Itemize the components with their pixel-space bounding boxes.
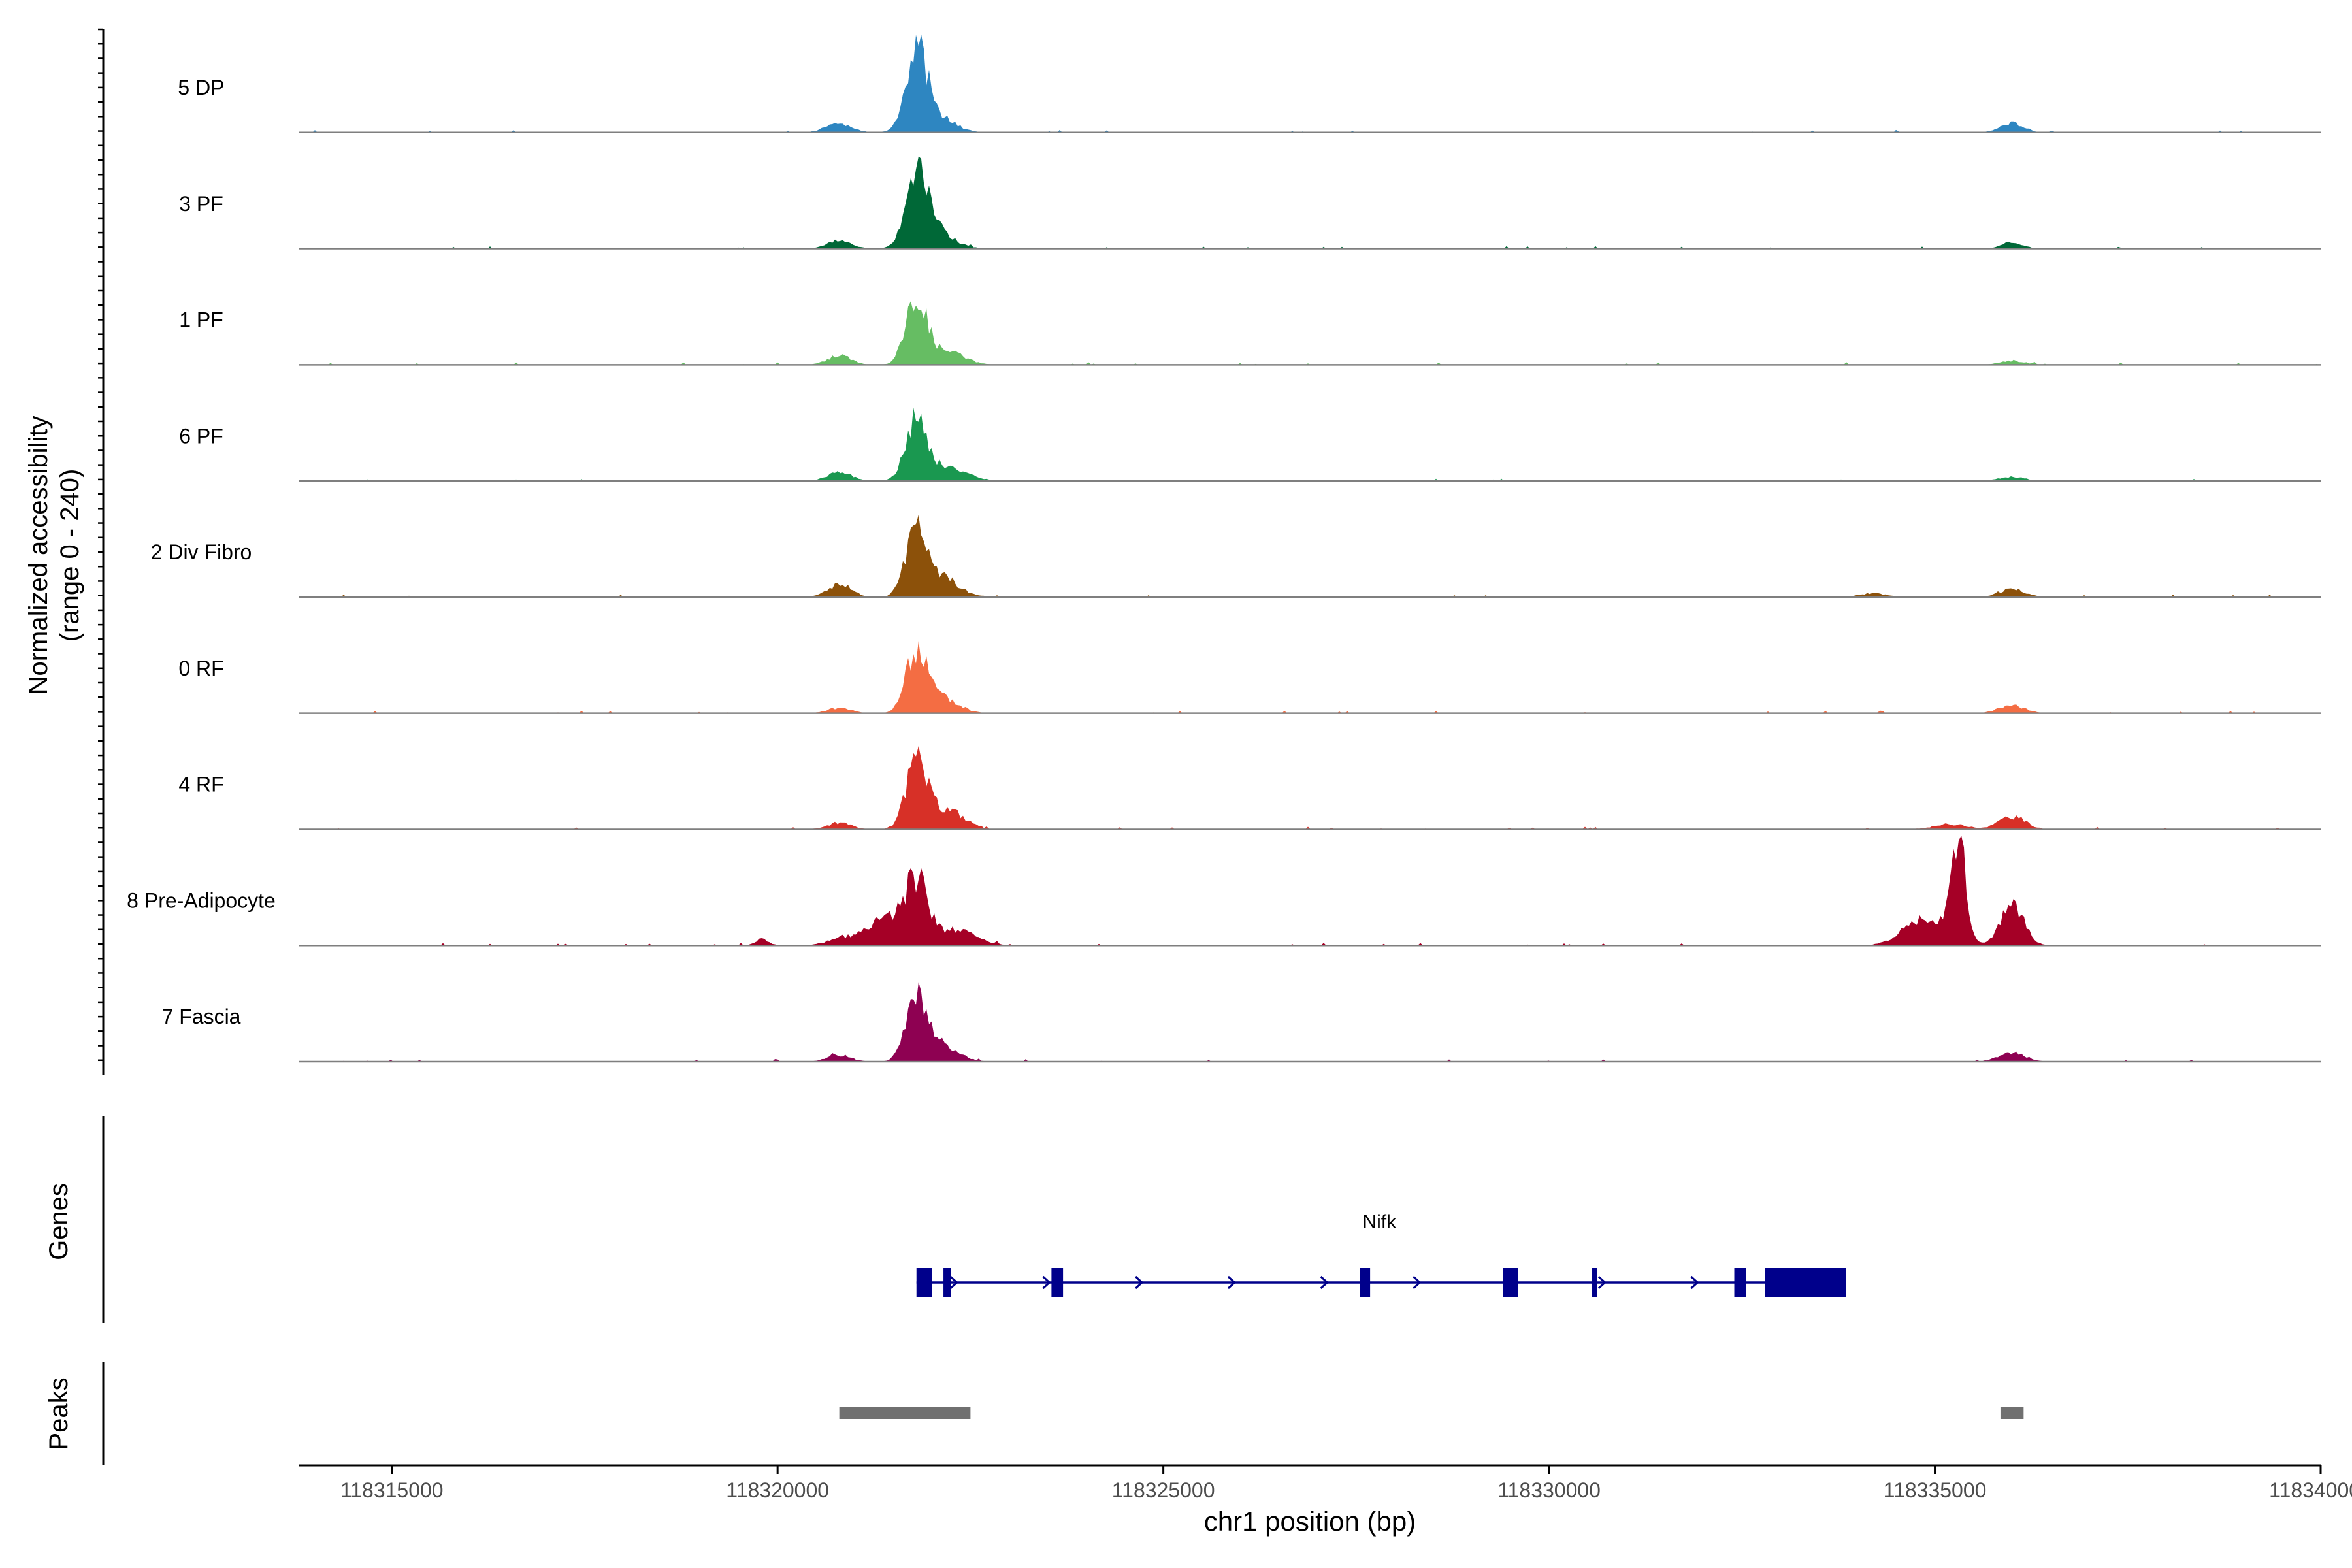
coverage-track: 4 RF <box>178 745 2321 830</box>
y-axis-title-line1: Normalized accessibility <box>24 416 53 695</box>
x-axis-title: chr1 position (bp) <box>1204 1506 1416 1537</box>
genes-panel-label: Genes <box>44 1183 73 1260</box>
strand-arrow <box>1690 1275 1699 1290</box>
gene-exon <box>916 1268 932 1297</box>
gene-model-nifk <box>916 1268 1846 1297</box>
strand-arrow <box>1413 1275 1422 1290</box>
peak-region <box>839 1407 971 1419</box>
track-label: 8 Pre-Adipocyte <box>127 889 276 912</box>
strand-arrow <box>949 1275 959 1290</box>
gene-exon <box>1503 1268 1518 1297</box>
gene-exon <box>1360 1268 1371 1297</box>
coverage-tracks: 5 DP 3 PF 1 PF 6 PF 2 Div Fibro 0 RF 4 RF 8 Pre… <box>127 34 2321 1063</box>
y-axis <box>98 28 105 1075</box>
y-axis-title: Normalized accessibility (range 0 - 240) <box>24 416 84 695</box>
strand-arrow <box>1135 1275 1144 1290</box>
coverage-track: 8 Pre-Adipocyte <box>127 835 2321 947</box>
coverage-area <box>299 407 2321 482</box>
track-label: 2 Div Fibro <box>151 540 252 564</box>
track-label: 3 PF <box>179 192 223 216</box>
coverage-area <box>299 301 2321 365</box>
coverage-track: 5 DP <box>178 34 2321 134</box>
strand-arrow <box>1227 1275 1237 1290</box>
track-label: 7 Fascia <box>162 1005 241 1028</box>
coverage-area <box>299 745 2321 830</box>
coverage-area <box>299 156 2321 249</box>
coverage-track: 7 Fascia <box>162 981 2321 1063</box>
genes-panel: Genes Nifk <box>44 1116 1846 1323</box>
strand-arrow <box>1320 1275 1329 1290</box>
gene-exon <box>1051 1268 1064 1297</box>
track-label: 6 PF <box>179 424 223 448</box>
coverage-area <box>299 835 2321 946</box>
x-tick-label: 118320000 <box>726 1478 829 1502</box>
coverage-track: 1 PF <box>179 301 2321 366</box>
strand-arrow <box>1042 1275 1051 1290</box>
x-tick-label: 118325000 <box>1112 1478 1215 1502</box>
track-label: 4 RF <box>178 773 223 796</box>
x-tick-label: 118315000 <box>340 1478 444 1502</box>
coverage-track: 6 PF <box>179 407 2321 482</box>
coverage-area <box>299 640 2321 713</box>
coverage-track: 3 PF <box>179 156 2321 250</box>
strand-arrow <box>1597 1275 1607 1290</box>
coverage-area <box>299 515 2321 597</box>
gene-exon <box>943 1268 951 1297</box>
coverage-track: 0 RF <box>178 640 2321 714</box>
peaks-panel-label: Peaks <box>44 1377 73 1450</box>
x-tick-label: 118340000 <box>2269 1478 2352 1502</box>
gene-name-label: Nifk <box>1362 1211 1397 1233</box>
peak-regions <box>839 1407 2024 1419</box>
x-tick-label: 118330000 <box>1497 1478 1601 1502</box>
x-axis: chr1 position (bp) 118315000 118320000 118… <box>299 1464 2352 1537</box>
peak-region <box>2000 1407 2024 1419</box>
track-label: 5 DP <box>178 76 224 99</box>
coverage-area <box>299 981 2321 1062</box>
gene-exon <box>1765 1268 1846 1297</box>
gene-exon <box>1734 1268 1746 1297</box>
coverage-area <box>299 34 2321 133</box>
track-label: 1 PF <box>179 308 223 332</box>
peaks-panel: Peaks <box>44 1362 2024 1465</box>
x-tick-label: 118335000 <box>1884 1478 1987 1502</box>
track-label: 0 RF <box>178 657 223 680</box>
coverage-track: 2 Div Fibro <box>151 515 2321 598</box>
y-axis-title-line2: (range 0 - 240) <box>56 469 84 642</box>
gene-exon <box>1592 1268 1597 1297</box>
